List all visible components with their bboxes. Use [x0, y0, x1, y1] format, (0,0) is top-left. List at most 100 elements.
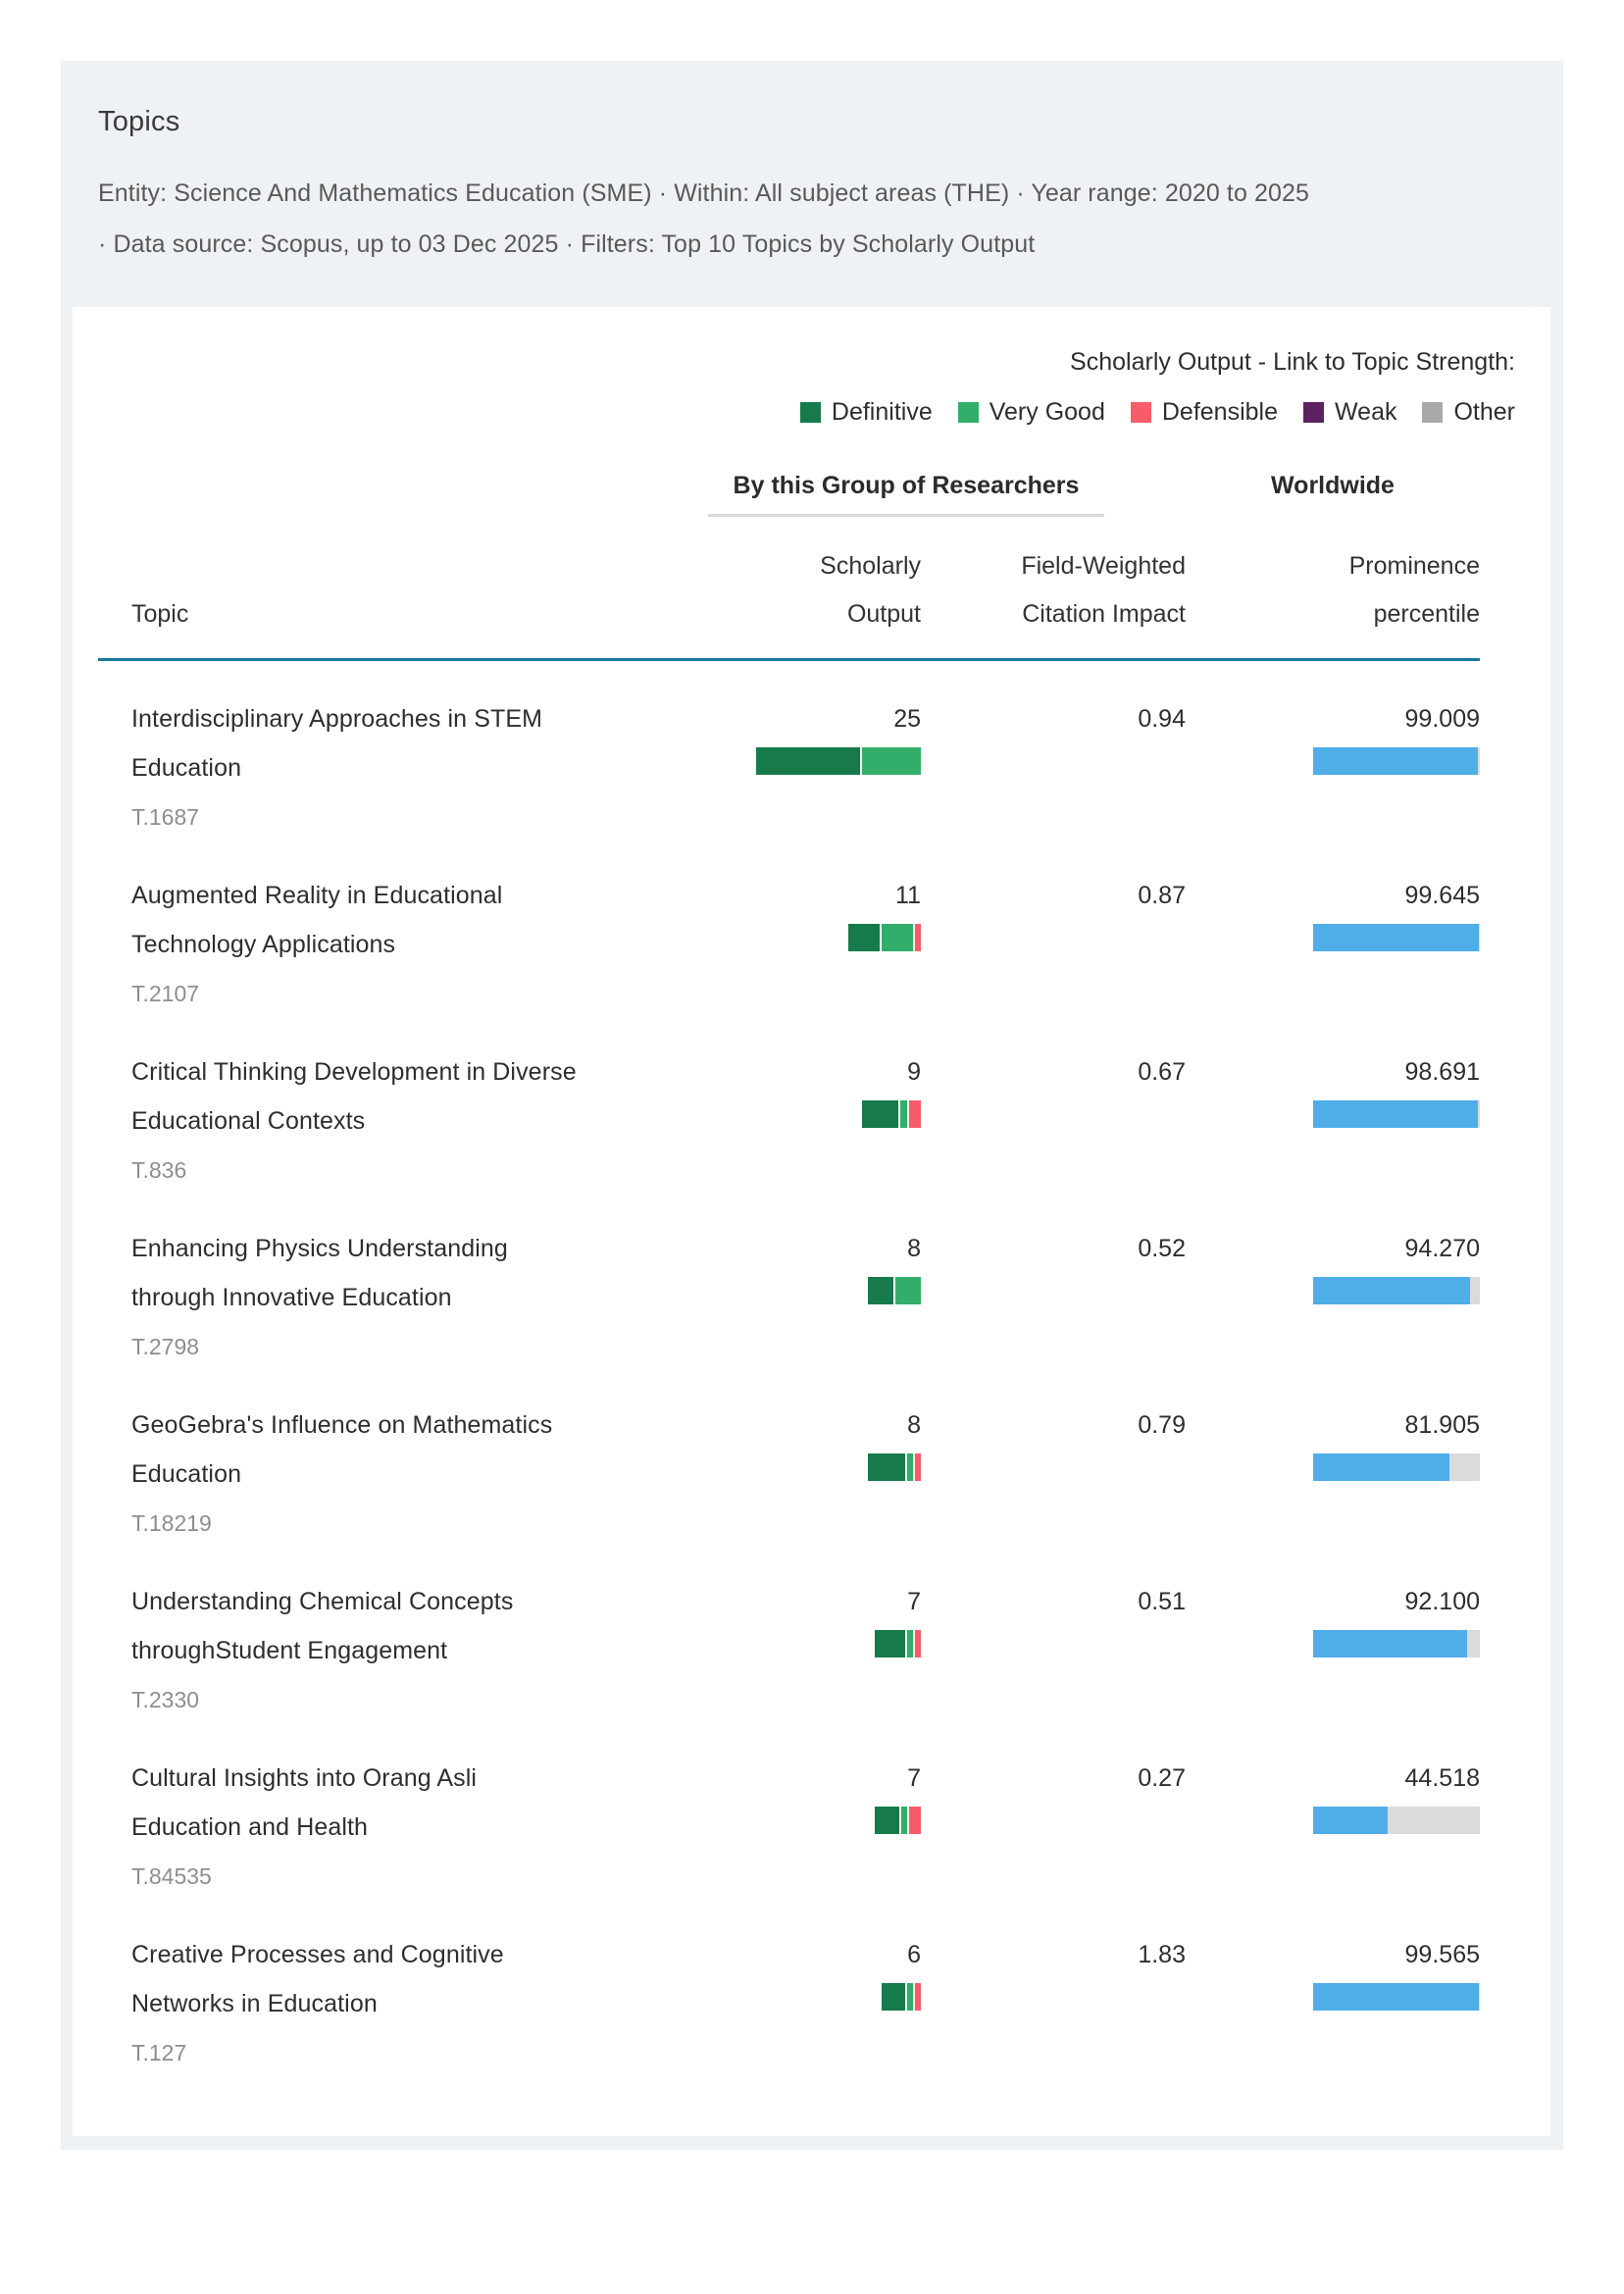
fwci-value: 0.94	[1138, 705, 1186, 733]
scholarly-output-bar	[875, 1630, 921, 1657]
prominence-value: 44.518	[1404, 1764, 1480, 1792]
legend: Scholarly Output - Link to Topic Strengt…	[73, 348, 1550, 427]
prominence-cell: 81.905	[1186, 1401, 1480, 1481]
fwci-value: 0.79	[1138, 1411, 1186, 1439]
scholarly-output-bar	[862, 1100, 921, 1128]
strength-segment-very-good	[895, 1277, 921, 1304]
scholarly-output-bar	[868, 1453, 921, 1481]
meta-line-1: Entity: Science And Mathematics Educatio…	[98, 179, 1310, 207]
topic-id: T.2330	[131, 1687, 200, 1712]
strength-segment-very-good	[906, 1453, 913, 1481]
topic-name[interactable]: Creative Processes and Cognitive Network…	[131, 1941, 504, 2017]
scholarly-output-bar	[848, 924, 921, 951]
fwci-cell: 0.87	[921, 871, 1186, 920]
prominence-bar-fill	[1313, 1100, 1478, 1128]
legend-item-label: Definitive	[831, 398, 933, 426]
topic-id: T.836	[131, 1157, 187, 1183]
fwci-cell: 0.52	[921, 1224, 1186, 1273]
topic-name[interactable]: Understanding Chemical Concepts throughS…	[131, 1588, 514, 1664]
prominence-bar-wrap	[1186, 1630, 1480, 1657]
fwci-cell: 0.67	[921, 1047, 1186, 1096]
group-header-label: By this Group of Researchers	[707, 472, 1105, 517]
prominence-bar-track	[1313, 1807, 1480, 1834]
scholarly-output-bar-wrap	[627, 1453, 921, 1481]
strength-segment-very-good	[906, 1630, 913, 1657]
prominence-bar-fill	[1313, 924, 1480, 951]
scholarly-output-bar	[756, 747, 921, 775]
strength-segment-definitive	[875, 1630, 905, 1657]
legend-swatch-definitive-icon	[799, 402, 821, 423]
column-header-scholarly-output: Scholarly Output	[820, 552, 921, 628]
topics-card: Scholarly Output - Link to Topic Strengt…	[73, 307, 1550, 2136]
prominence-bar-wrap	[1186, 1807, 1480, 1834]
prominence-bar-fill	[1313, 747, 1479, 775]
meta-line-2: · Data source: Scopus, up to 03 Dec 2025…	[98, 230, 1036, 258]
scholarly-output-value: 11	[895, 882, 921, 909]
prominence-bar-fill	[1313, 1807, 1388, 1834]
fwci-value: 1.83	[1138, 1941, 1186, 1968]
topic-name[interactable]: Interdisciplinary Approaches in STEM Edu…	[131, 705, 543, 782]
topic-name[interactable]: Enhancing Physics Understanding through …	[131, 1235, 508, 1311]
legend-item-label: Weak	[1335, 398, 1397, 426]
scholarly-output-cell: 7	[627, 1754, 921, 1834]
scholarly-output-bar-wrap	[627, 1807, 921, 1834]
topic-cell: Understanding Chemical Concepts throughS…	[98, 1577, 627, 1713]
prominence-bar-track	[1313, 1100, 1480, 1128]
topic-cell: Critical Thinking Development in Diverse…	[98, 1047, 627, 1184]
scholarly-output-value: 6	[907, 1941, 921, 1968]
fwci-value: 0.51	[1138, 1588, 1186, 1615]
table-row: Interdisciplinary Approaches in STEM Edu…	[98, 661, 1480, 838]
fwci-cell: 0.79	[921, 1401, 1186, 1450]
strength-segment-defensible	[908, 1100, 921, 1128]
topic-name[interactable]: Critical Thinking Development in Diverse…	[131, 1058, 577, 1135]
topic-cell: Interdisciplinary Approaches in STEM Edu…	[98, 694, 627, 831]
table-row: Understanding Chemical Concepts throughS…	[98, 1544, 1480, 1720]
topic-name[interactable]: Augmented Reality in Educational Technol…	[131, 882, 503, 958]
scholarly-output-cell: 6	[627, 1930, 921, 2011]
scholarly-output-cell: 8	[627, 1401, 921, 1481]
strength-segment-very-good	[862, 747, 921, 775]
prominence-value: 99.009	[1404, 705, 1480, 733]
prominence-cell: 94.270	[1186, 1224, 1480, 1304]
prominence-cell: 44.518	[1186, 1754, 1480, 1834]
legend-swatch-weak-icon	[1303, 402, 1325, 423]
topic-id: T.1687	[131, 804, 200, 830]
legend-item: Definitive	[799, 398, 933, 427]
prominence-cell: 99.645	[1186, 871, 1480, 951]
topic-id: T.2798	[131, 1334, 200, 1359]
strength-segment-very-good	[881, 924, 913, 951]
prominence-bar-track	[1313, 1630, 1480, 1657]
strength-segment-very-good	[900, 1100, 907, 1128]
prominence-value: 94.270	[1404, 1235, 1480, 1262]
prominence-bar-wrap	[1186, 1983, 1480, 2011]
prominence-bar-wrap	[1186, 747, 1480, 775]
prominence-bar-wrap	[1186, 1277, 1480, 1304]
table-row: Critical Thinking Development in Diverse…	[98, 1014, 1480, 1191]
prominence-value: 99.565	[1404, 1941, 1480, 1968]
strength-segment-defensible	[908, 1807, 921, 1834]
table-row: Enhancing Physics Understanding through …	[98, 1191, 1480, 1367]
scholarly-output-cell: 9	[627, 1047, 921, 1128]
scholarly-output-value: 25	[893, 705, 921, 733]
prominence-bar-track	[1313, 1277, 1480, 1304]
scholarly-output-value: 7	[907, 1588, 921, 1615]
topic-name[interactable]: Cultural Insights into Orang Asli Educat…	[131, 1764, 478, 1841]
table-header: By this Group of Researchers Worldwide T…	[98, 472, 1480, 661]
topic-cell: Augmented Reality in Educational Technol…	[98, 871, 627, 1007]
prominence-value: 98.691	[1404, 1058, 1480, 1086]
fwci-cell: 0.51	[921, 1577, 1186, 1626]
strength-segment-very-good	[900, 1807, 907, 1834]
topic-name[interactable]: GeoGebra's Influence on Mathematics Educ…	[131, 1411, 553, 1488]
prominence-bar-wrap	[1186, 1453, 1480, 1481]
legend-item-label: Very Good	[989, 398, 1105, 426]
scholarly-output-value: 8	[907, 1411, 921, 1439]
fwci-cell: 1.83	[921, 1930, 1186, 1979]
report-meta: Entity: Science And Mathematics Educatio…	[98, 168, 1525, 270]
scholarly-output-bar	[868, 1277, 921, 1304]
group-header-row: By this Group of Researchers Worldwide	[98, 472, 1480, 517]
prominence-cell: 98.691	[1186, 1047, 1480, 1128]
column-header-fwci: Field-Weighted Citation Impact	[1021, 552, 1186, 628]
scholarly-output-cell: 25	[627, 694, 921, 775]
scholarly-output-value: 7	[907, 1764, 921, 1792]
scholarly-output-bar-wrap	[627, 1630, 921, 1657]
